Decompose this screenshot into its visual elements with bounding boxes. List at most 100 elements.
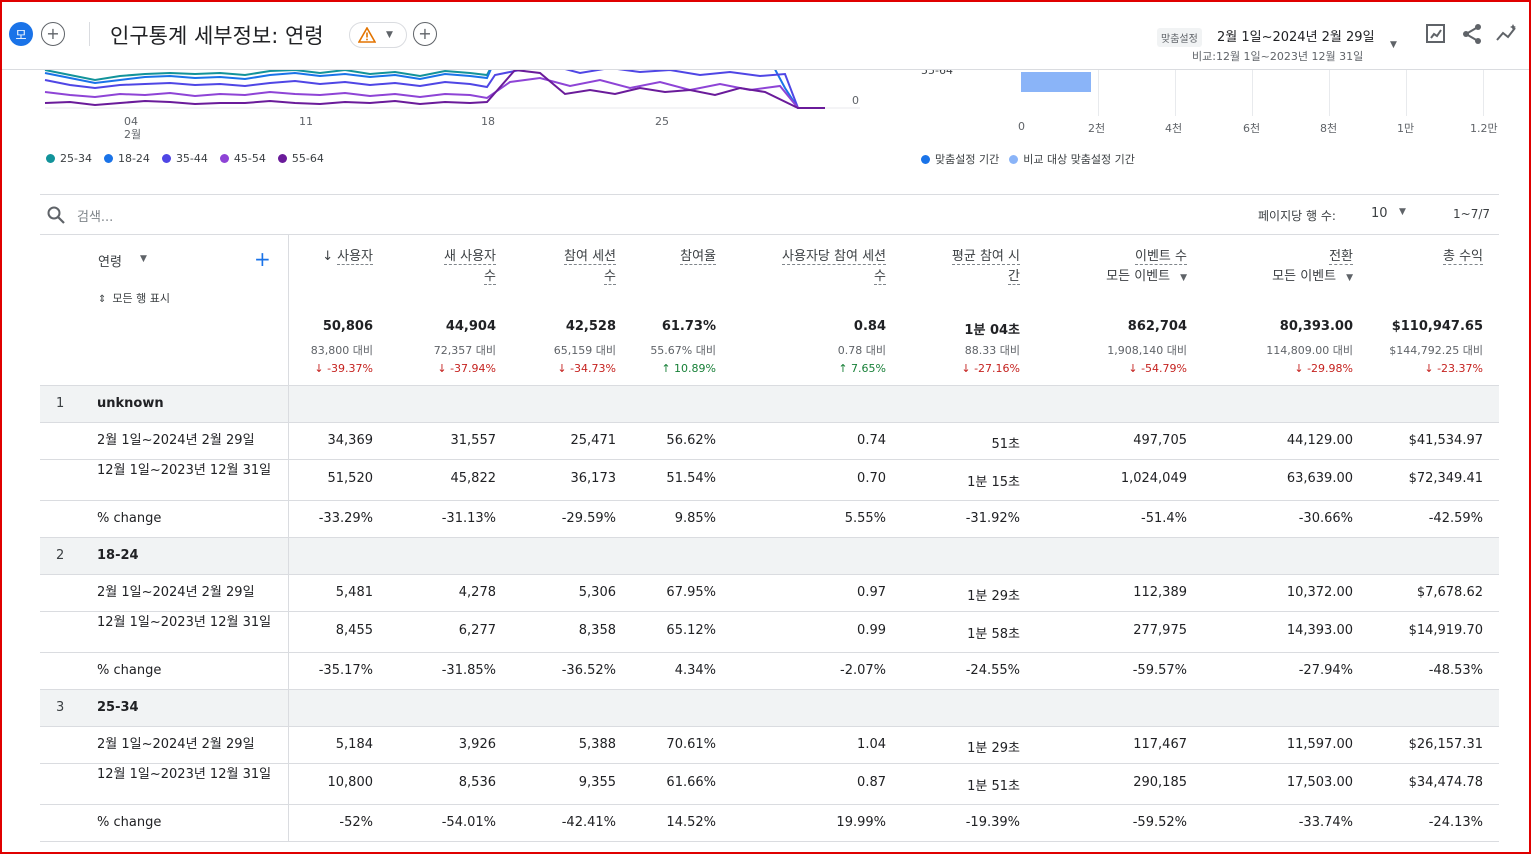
legend-item[interactable]: 35-44 [161,152,208,165]
avatar[interactable]: 모 [9,22,33,46]
table-cell: 5.55% [844,511,886,526]
series-line-55-64 [44,70,825,109]
metric-header[interactable]: 사용자당 참여 세션 수 [746,247,886,287]
change-value: -27.16% [974,362,1020,375]
table-cell: 0.74 [857,433,886,448]
metric-header[interactable]: 총 수익 [1363,247,1483,267]
table-cell: 31,557 [450,433,497,448]
legend-dot [46,154,55,163]
row-label: 2월 1일~2024년 2월 29일 [97,433,255,448]
table-row[interactable]: 2월 1일~2024년 2월 29일 5,184 3,926 5,388 70.61% 1… [40,727,1499,764]
bar-x-tick: 2천 [1088,122,1106,135]
table-cell: 34,369 [327,433,374,448]
table-cell: 56.62% [666,433,716,448]
metric-header[interactable]: 새 사용자 수 [406,247,496,287]
chevron-down-icon[interactable]: ▼ [1346,273,1353,283]
table-group-row[interactable]: 2 18-24 [40,538,1499,575]
chevron-down-icon[interactable]: ▼ [1180,273,1187,283]
add-filter-button[interactable]: + [413,22,437,46]
table-row[interactable]: 2월 1일~2024년 2월 29일 34,369 31,557 25,471 56.6… [40,423,1499,460]
rows-per-page-select[interactable]: 10 [1371,206,1388,221]
chevron-down-icon[interactable]: ▼ [140,254,147,264]
page-header: 모 + 인구통계 세부정보: 연령 ▼ + 맞춤설정 2월 1일~2024년 2… [0,0,1531,70]
metric-total: 61.73% [661,319,716,334]
share-icon[interactable] [1460,22,1484,46]
metric-header[interactable]: 이벤트 수 모든 이벤트 ▼ [1057,247,1187,288]
legend-item[interactable]: 비교 대상 맞춤설정 기간 [1009,151,1135,167]
metric-compare: 1,908,140 대비 [1107,344,1187,357]
table-row[interactable]: % change -33.29% -31.13% -29.59% 9.85% 5.55% -… [40,501,1499,538]
legend-dot [1009,154,1019,164]
legend-item[interactable]: 45-54 [219,152,266,165]
table-row[interactable]: 12월 1일~2023년 12월 31일 8,455 6,277 8,358 65.12… [40,612,1499,653]
metric-compare: 114,809.00 대비 [1266,344,1353,357]
bar-gridline [1329,70,1330,116]
table-group-row[interactable]: 3 25-34 [40,690,1499,727]
event-filter[interactable]: 모든 이벤트 [1272,269,1337,284]
table-cell: 10,372.00 [1286,585,1353,600]
table-cell: 65.12% [666,623,716,638]
x-tick-18: 18 [481,115,495,128]
metric-total: 0.84 [853,319,886,334]
legend-item[interactable]: 맞춤설정 기간 [921,151,999,167]
edit-report-icon[interactable] [1424,22,1448,46]
event-filter[interactable]: 모든 이벤트 [1106,269,1171,284]
metric-change: ↑ 7.65% [746,362,886,375]
search-input[interactable]: 검색... [77,210,114,225]
table-row[interactable]: % change -52% -54.01% -42.41% 14.52% 19.99% -1… [40,805,1499,842]
legend-label: 비교 대상 맞춤설정 기간 [1023,153,1135,166]
table-row[interactable]: 12월 1일~2023년 12월 31일 10,800 8,536 9,355 61.6… [40,764,1499,805]
arrow-down-icon: ↓ [1424,362,1438,375]
table-cell: 8,455 [335,623,373,638]
metric-header[interactable]: 참여 세션 수 [526,247,616,287]
show-all-rows-toggle[interactable]: ⇕ 모든 행 표시 [98,290,170,306]
dimension-select[interactable]: 연령 [98,255,122,270]
table-cell: 45,822 [450,471,497,486]
table-body: 1 unknown 2월 1일~2024년 2월 29일 34,369 31,557 25… [40,386,1499,842]
sort-desc-icon[interactable]: ↓ [322,249,334,264]
page-title: 인구통계 세부정보: 연령 [110,24,324,48]
table-toolbar: 검색... 페이지당 행 수: 10 ▼ 1~7/7 [40,194,1499,234]
table-cell: -31.92% [965,511,1020,526]
metric-header[interactable]: ↓ 사용자 [293,247,373,267]
add-dimension-button[interactable]: + [254,247,271,271]
table-cell: 17,503.00 [1286,775,1353,790]
table-row[interactable]: 2월 1일~2024년 2월 29일 5,481 4,278 5,306 67.95% 0… [40,575,1499,612]
table-cell: -24.13% [1428,815,1483,830]
table-cell: 51.54% [666,471,716,486]
row-label: % change [97,511,162,526]
table-row[interactable]: % change -35.17% -31.85% -36.52% 4.34% -2.07%… [40,653,1499,690]
legend-label: 맞춤설정 기간 [935,153,1000,166]
dimension-header: 연령 ▼ + ⇕ 모든 행 표시 [40,235,289,385]
insights-icon[interactable] [1495,22,1519,46]
table-row[interactable]: 12월 1일~2023년 12월 31일 51,520 45,822 36,173 51… [40,460,1499,501]
legend-item[interactable]: 25-34 [46,152,92,165]
metric-title: 참여 세션 [564,249,616,265]
table-cell: 25,471 [570,433,617,448]
date-range-picker[interactable]: 맞춤설정 2월 1일~2024년 2월 29일 비교:12월 1일~2023년 … [1157,26,1407,66]
metric-title: 평균 참여 시 [951,249,1020,265]
table-cell: -42.41% [561,815,616,830]
row-label: 12월 1일~2023년 12월 31일 [97,767,272,782]
bar-x-tick: 4천 [1165,122,1183,135]
table-cell: 4,278 [458,585,496,600]
series-line-18-24 [44,70,799,109]
metric-header[interactable]: 전환 모든 이벤트 ▼ [1223,247,1353,288]
table-cell: 0.99 [857,623,886,638]
add-comparison-button[interactable]: + [41,22,65,46]
line-chart: 0 04 2월 11 18 25 [40,70,870,180]
legend-item[interactable]: 18-24 [103,152,150,165]
legend-item[interactable]: 55-64 [277,152,324,165]
table-cell: -31.85% [441,663,496,678]
metric-title-cont: 수 [484,269,496,285]
table-cell: -51.4% [1141,511,1187,526]
line-chart-plot [44,70,860,109]
chevron-down-icon[interactable]: ▼ [1399,207,1406,217]
metric-header[interactable]: 참여율 [636,247,716,267]
bar-x-tick: 0 [1018,120,1025,133]
warning-dropdown[interactable]: ▼ [349,22,407,48]
table-cell: 63,639.00 [1286,471,1353,486]
table-group-row[interactable]: 1 unknown [40,386,1499,423]
search-icon[interactable] [46,205,66,225]
